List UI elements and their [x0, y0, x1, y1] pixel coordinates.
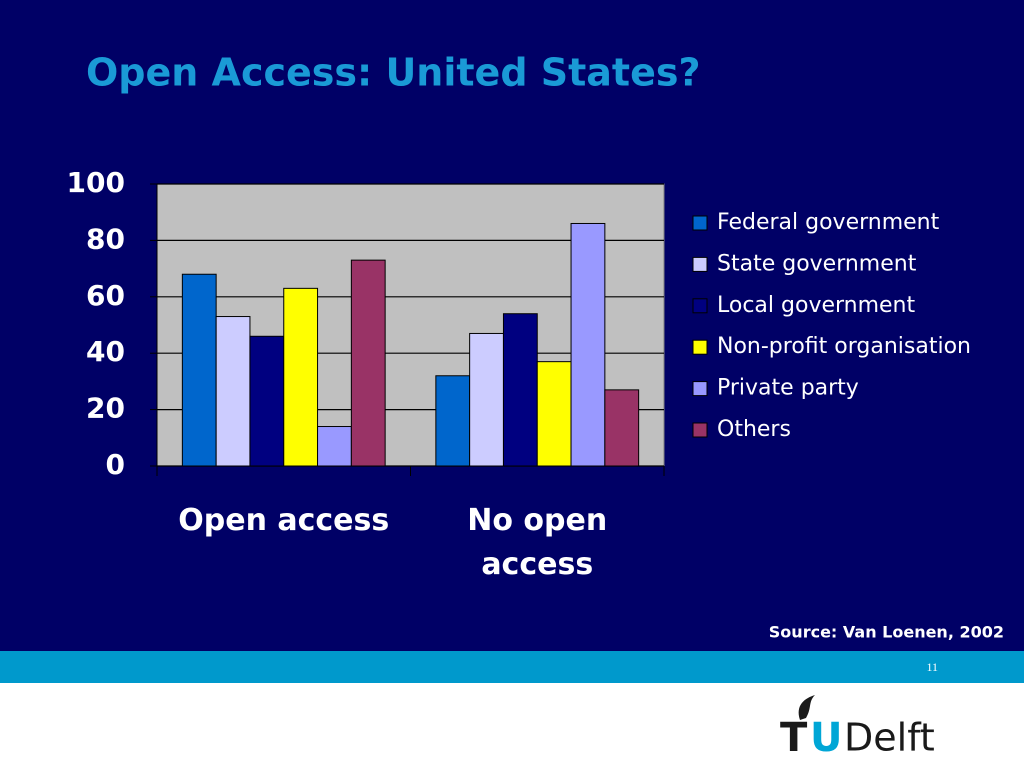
legend-swatch: [692, 298, 708, 314]
bar: [536, 361, 572, 467]
legend-label: Private party: [717, 376, 859, 401]
bar: [435, 375, 471, 467]
legend-label: Federal government: [717, 210, 940, 235]
y-tick-label: 0: [106, 448, 125, 481]
page-number: 11: [926, 660, 938, 674]
y-tick-label: 100: [67, 166, 125, 199]
logo-u: U: [810, 715, 842, 761]
x-tick-label: Open access: [178, 503, 390, 538]
y-tick-label: 80: [86, 222, 125, 255]
bar: [215, 316, 251, 467]
logo-t: T: [780, 715, 808, 761]
x-tick-label: No open access: [467, 503, 608, 582]
legend-swatch: [692, 339, 708, 355]
y-tick-label: 20: [86, 392, 125, 425]
y-tick-label: 40: [86, 335, 125, 368]
bar: [604, 389, 640, 467]
bar: [249, 335, 285, 467]
bar: [317, 426, 352, 467]
legend-swatch: [692, 215, 708, 231]
legend-label: Others: [717, 417, 791, 442]
footer-band: [0, 651, 1024, 683]
legend-label: Local government: [717, 293, 916, 318]
source: Source: Van Loenen, 2002: [769, 623, 1004, 642]
legend-swatch: [692, 381, 708, 397]
bar: [283, 287, 319, 467]
bar: [350, 259, 386, 467]
logo-delft: Delft: [844, 716, 935, 760]
legend-swatch: [692, 256, 708, 272]
legend-label: Non-profit organisation: [717, 334, 971, 359]
y-tick-label: 60: [86, 279, 125, 312]
bar: [181, 273, 217, 467]
slide-title: Open Access: United States?: [86, 51, 701, 95]
bar: [570, 222, 606, 467]
bar: [469, 332, 504, 467]
logo-flame: [798, 695, 815, 720]
legend-swatch: [692, 422, 708, 438]
legend-label: State government: [717, 251, 917, 276]
bar: [502, 313, 538, 467]
